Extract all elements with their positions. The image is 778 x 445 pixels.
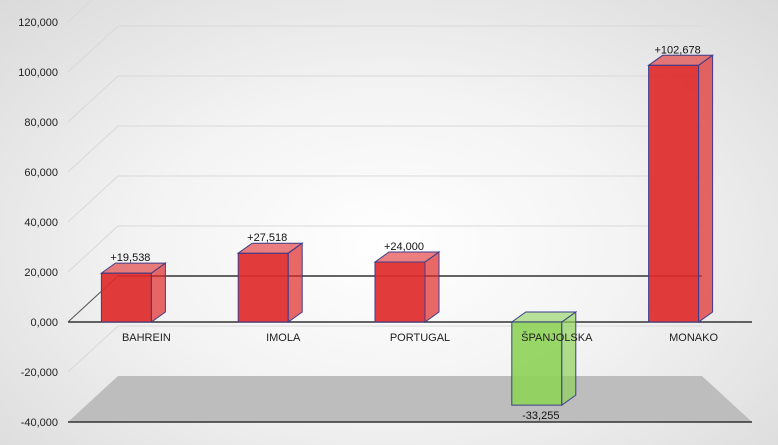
y-tick-label: 20,000 — [24, 267, 58, 279]
category-label: ŠPANJOLSKA — [521, 331, 593, 344]
gridline-diagonal — [67, 75, 119, 123]
bar-front-face — [511, 321, 563, 406]
y-tick-label: 40,000 — [24, 217, 58, 229]
category-label: IMOLA — [266, 332, 301, 344]
y-tick-label: -20,000 — [21, 367, 58, 379]
gridline-diagonal — [67, 175, 119, 223]
category-label: PORTUGAL — [390, 332, 450, 344]
data-label: +102,678 — [655, 44, 701, 56]
data-label: +19,538 — [110, 252, 150, 264]
bar-front-face — [237, 252, 289, 323]
bar — [373, 251, 441, 323]
bar-front-face — [100, 272, 152, 323]
bar-top-face — [373, 251, 441, 263]
data-label: +27,518 — [247, 232, 287, 244]
gridline-diagonal — [67, 25, 119, 73]
bar-top-face — [236, 242, 304, 254]
bar-top-face — [510, 311, 578, 323]
y-tick-label: 0,000 — [30, 317, 58, 329]
y-tick-label: -40,000 — [21, 417, 58, 429]
y-tick-labels: -40,000 -20,000 0,000 20,000 40,000 60,000 80,… — [18, 17, 58, 429]
gridline-diagonal — [67, 125, 119, 173]
data-labels: +19,538 +27,518 +24,000 -33,255 +102,678 — [110, 44, 700, 422]
chart-walls — [68, 376, 752, 422]
y-tick-label: 60,000 — [24, 167, 58, 179]
bar — [510, 311, 578, 407]
bar-side-face — [698, 54, 714, 323]
category-label: MONAKO — [669, 332, 718, 344]
bar — [99, 262, 167, 323]
y-tick-label: 120,000 — [18, 17, 58, 29]
gridline-diagonal — [67, 325, 119, 373]
bar-front-face — [648, 64, 700, 323]
data-label: -33,255 — [522, 410, 559, 422]
y-tick-label: 80,000 — [24, 117, 58, 129]
category-label: BAHREIN — [122, 332, 171, 344]
bars — [99, 54, 715, 407]
gridline-diagonal — [67, 225, 119, 273]
y-tick-label: 100,000 — [18, 67, 58, 79]
bar-top-face — [99, 262, 167, 274]
category-labels: BAHREIN IMOLA PORTUGAL ŠPANJOLSKA MONAKO — [122, 331, 719, 344]
bar-side-face — [424, 251, 440, 323]
bar — [647, 54, 715, 323]
data-label: +24,000 — [384, 241, 424, 253]
bar-front-face — [374, 261, 426, 323]
bar-side-face — [287, 242, 303, 323]
gridline-diagonal — [67, 0, 93, 23]
bar-side-face — [561, 311, 577, 407]
bar-top-face — [647, 54, 715, 66]
floor — [68, 376, 752, 422]
bar — [236, 242, 304, 323]
